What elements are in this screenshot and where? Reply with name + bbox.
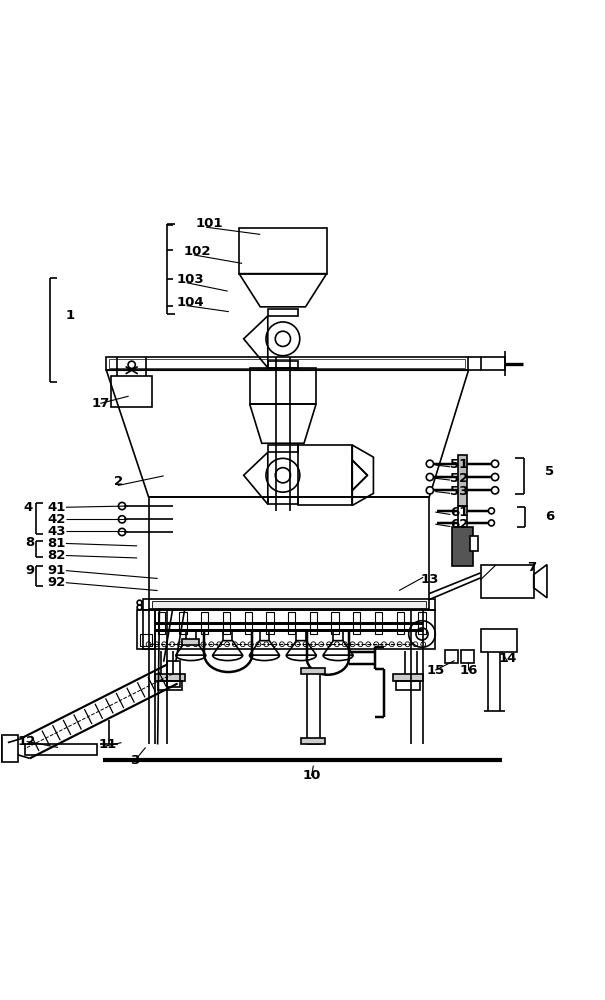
Bar bbox=[445, 650, 458, 663]
Bar bbox=[1, 735, 18, 762]
Text: 103: 103 bbox=[177, 273, 204, 286]
Text: 43: 43 bbox=[47, 525, 65, 538]
Bar bbox=[419, 612, 426, 634]
Bar bbox=[158, 681, 182, 690]
Bar bbox=[239, 228, 327, 274]
Bar bbox=[397, 612, 404, 634]
Bar bbox=[268, 497, 298, 504]
Bar bbox=[451, 527, 473, 566]
Text: 102: 102 bbox=[183, 245, 211, 258]
Bar bbox=[143, 599, 435, 610]
Bar bbox=[307, 669, 320, 744]
Text: 1: 1 bbox=[65, 309, 74, 322]
Text: 52: 52 bbox=[450, 472, 468, 485]
Text: 81: 81 bbox=[47, 537, 65, 550]
Circle shape bbox=[427, 473, 434, 481]
Bar bbox=[106, 357, 468, 370]
Bar bbox=[179, 612, 186, 634]
Text: 41: 41 bbox=[47, 501, 65, 514]
Circle shape bbox=[427, 460, 434, 467]
Text: 91: 91 bbox=[47, 564, 65, 577]
Text: 3: 3 bbox=[130, 754, 139, 767]
Bar bbox=[110, 359, 465, 368]
Text: 17: 17 bbox=[91, 397, 110, 410]
Bar bbox=[310, 612, 317, 634]
Text: 11: 11 bbox=[99, 738, 117, 751]
Polygon shape bbox=[352, 460, 367, 490]
Bar bbox=[0, 737, 2, 761]
Text: 12: 12 bbox=[18, 735, 36, 748]
Bar bbox=[137, 610, 155, 649]
Text: 14: 14 bbox=[499, 652, 517, 665]
Bar bbox=[155, 674, 185, 681]
Text: 2: 2 bbox=[114, 475, 123, 488]
Bar bbox=[244, 612, 252, 634]
Text: 16: 16 bbox=[459, 664, 478, 677]
Bar bbox=[470, 536, 477, 551]
Bar bbox=[140, 634, 152, 646]
Bar bbox=[375, 612, 382, 634]
Bar bbox=[25, 744, 97, 755]
Bar bbox=[457, 506, 467, 527]
Text: 92: 92 bbox=[47, 576, 65, 589]
Bar bbox=[393, 674, 423, 681]
Bar bbox=[457, 455, 467, 506]
Text: 8: 8 bbox=[25, 536, 34, 549]
Bar bbox=[152, 601, 427, 608]
Bar bbox=[288, 612, 295, 634]
Text: 42: 42 bbox=[47, 513, 65, 526]
Text: 61: 61 bbox=[450, 506, 469, 519]
Bar bbox=[301, 668, 325, 674]
Bar bbox=[268, 445, 298, 452]
Bar bbox=[149, 497, 430, 609]
Circle shape bbox=[427, 487, 434, 494]
Text: 62: 62 bbox=[450, 518, 469, 531]
Bar bbox=[201, 612, 208, 634]
Bar bbox=[301, 738, 325, 744]
Text: 51: 51 bbox=[450, 458, 468, 471]
Bar bbox=[332, 612, 339, 634]
Text: 6: 6 bbox=[545, 510, 555, 523]
Text: 101: 101 bbox=[195, 217, 223, 230]
Bar bbox=[480, 629, 517, 652]
Bar bbox=[167, 661, 180, 687]
Bar bbox=[460, 650, 474, 663]
Text: 9: 9 bbox=[25, 564, 34, 577]
Bar bbox=[158, 612, 165, 634]
Bar bbox=[111, 376, 152, 407]
Bar bbox=[223, 612, 230, 634]
Bar bbox=[182, 639, 198, 645]
Bar bbox=[143, 610, 435, 649]
Bar bbox=[480, 565, 534, 598]
Text: 53: 53 bbox=[450, 485, 469, 498]
Text: 82: 82 bbox=[47, 549, 65, 562]
Bar bbox=[266, 612, 273, 634]
Bar bbox=[480, 357, 505, 370]
Bar bbox=[268, 361, 298, 368]
Text: 5: 5 bbox=[546, 465, 555, 478]
Bar bbox=[353, 612, 361, 634]
Text: 7: 7 bbox=[528, 561, 537, 574]
Bar bbox=[268, 309, 298, 316]
Bar bbox=[250, 368, 316, 404]
Text: 10: 10 bbox=[302, 769, 321, 782]
Text: 15: 15 bbox=[426, 664, 445, 677]
Text: 13: 13 bbox=[420, 573, 439, 586]
Text: 104: 104 bbox=[177, 296, 204, 309]
Text: 4: 4 bbox=[23, 501, 33, 514]
Bar bbox=[396, 681, 420, 690]
